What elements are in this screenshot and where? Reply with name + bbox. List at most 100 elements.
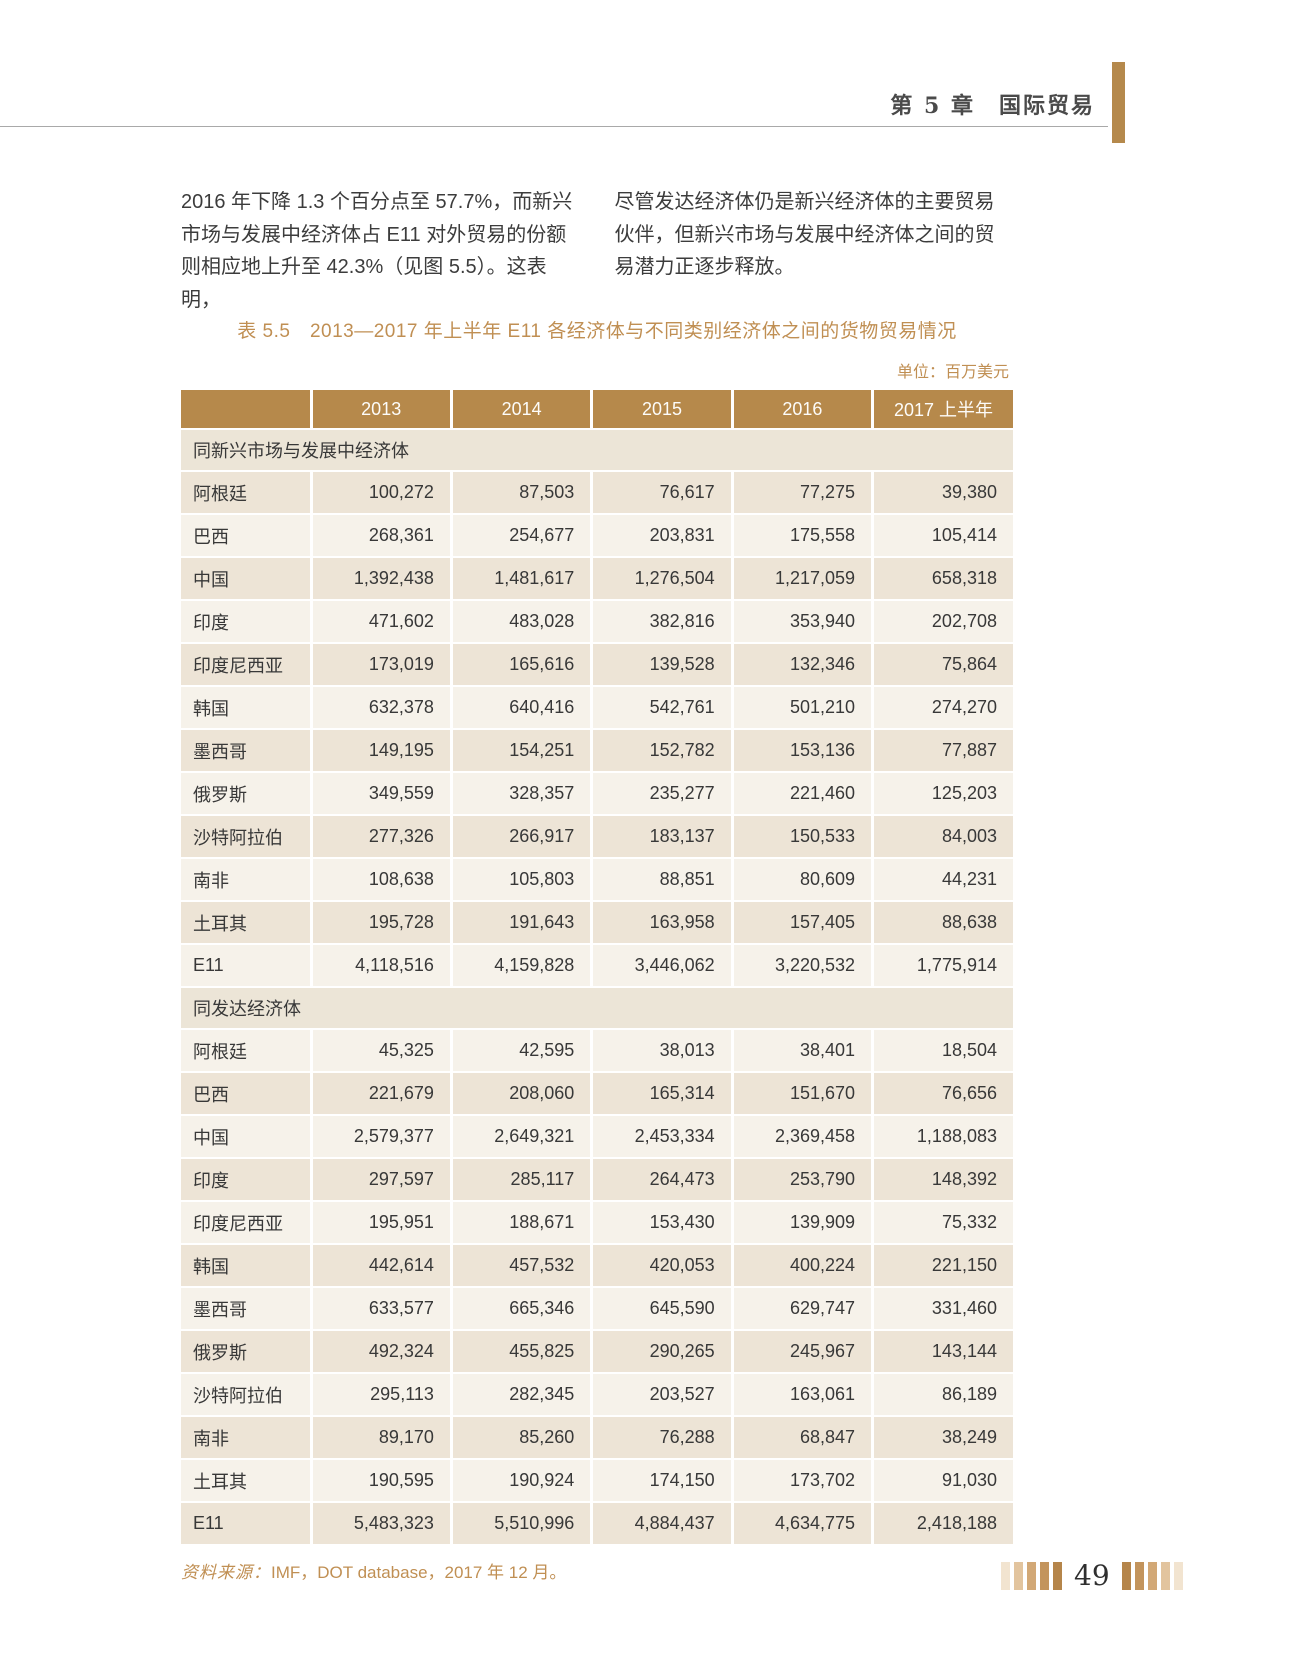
footer-bars-right (1121, 1562, 1183, 1590)
cell-value: 1,276,504 (591, 557, 734, 601)
cell-value: 295,113 (311, 1373, 453, 1417)
cell-value: 235,277 (591, 772, 734, 816)
row-label: 巴西 (181, 1072, 313, 1116)
cell-value: 245,967 (732, 1330, 875, 1374)
cell-value: 2,369,458 (732, 1115, 875, 1159)
row-label: 阿根廷 (181, 1029, 313, 1073)
cell-value: 645,590 (591, 1287, 734, 1331)
table-row: 沙特阿拉伯 277,326 266,917 183,137 150,533 84,003 (181, 815, 1013, 859)
cell-value: 39,380 (872, 471, 1013, 515)
section-header-row: 同新兴市场与发展中经济体 (181, 429, 1013, 472)
year-column-header: 2013 (311, 390, 453, 430)
cell-value: 153,430 (591, 1201, 734, 1245)
cell-value: 154,251 (451, 729, 594, 773)
cell-value: 2,649,321 (451, 1115, 594, 1159)
row-label: 墨西哥 (181, 1287, 313, 1331)
cell-value: 163,061 (732, 1373, 875, 1417)
table-row: 阿根廷 45,325 42,595 38,013 38,401 18,504 (181, 1029, 1013, 1073)
section-header-label: 同发达经济体 (181, 987, 1013, 1030)
cell-value: 457,532 (451, 1244, 594, 1288)
table-row: 土耳其 190,595 190,924 174,150 173,702 91,030 (181, 1459, 1013, 1503)
cell-value: 203,831 (591, 514, 734, 558)
row-label: 沙特阿拉伯 (181, 815, 313, 859)
cell-value: 471,602 (311, 600, 453, 644)
cell-value: 85,260 (451, 1416, 594, 1460)
footer-bar (1134, 1562, 1144, 1590)
cell-value: 91,030 (872, 1459, 1013, 1503)
cell-value: 151,670 (732, 1072, 875, 1116)
cell-value: 3,446,062 (591, 944, 734, 988)
row-label: 沙特阿拉伯 (181, 1373, 313, 1417)
footer-bar (1173, 1562, 1183, 1590)
table-row: 南非 89,170 85,260 76,288 68,847 38,249 (181, 1416, 1013, 1460)
cell-value: 77,275 (732, 471, 875, 515)
cell-value: 382,816 (591, 600, 734, 644)
year-column-header: 2014 (451, 390, 594, 430)
source-label: 资料来源： (181, 1563, 271, 1583)
row-label: 韩国 (181, 686, 313, 730)
footer-bar (1147, 1562, 1157, 1590)
cell-value: 38,401 (732, 1029, 875, 1073)
cell-value: 253,790 (732, 1158, 875, 1202)
row-label: 印度 (181, 600, 313, 644)
cell-value: 542,761 (591, 686, 734, 730)
footer-bar (1121, 1562, 1131, 1590)
table-row: 中国 2,579,377 2,649,321 2,453,334 2,369,458 1,… (181, 1115, 1013, 1159)
cell-value: 328,357 (451, 772, 594, 816)
cell-value: 632,378 (311, 686, 453, 730)
section-header-row: 同发达经济体 (181, 987, 1013, 1030)
year-column-header: 2016 (732, 390, 875, 430)
table-row: E11 4,118,516 4,159,828 3,446,062 3,220,532 1… (181, 944, 1013, 988)
cell-value: 442,614 (311, 1244, 453, 1288)
cell-value: 4,118,516 (311, 944, 453, 988)
row-label: 土耳其 (181, 901, 313, 945)
cell-value: 221,679 (311, 1072, 453, 1116)
row-label: 阿根廷 (181, 471, 313, 515)
chapter-header: 第 5 章 国际贸易 (890, 93, 1095, 119)
cell-value: 658,318 (872, 557, 1013, 601)
row-label: 印度 (181, 1158, 313, 1202)
table-header-row: 2013 2014 2015 2016 2017 上半年 (181, 390, 1013, 430)
cell-value: 331,460 (872, 1287, 1013, 1331)
row-label: 南非 (181, 1416, 313, 1460)
cell-value: 203,527 (591, 1373, 734, 1417)
table-row: 墨西哥 149,195 154,251 152,782 153,136 77,887 (181, 729, 1013, 773)
row-label: 南非 (181, 858, 313, 902)
cell-value: 349,559 (311, 772, 453, 816)
cell-value: 268,361 (311, 514, 453, 558)
cell-value: 254,677 (451, 514, 594, 558)
cell-value: 2,453,334 (591, 1115, 734, 1159)
cell-value: 76,288 (591, 1416, 734, 1460)
cell-value: 174,150 (591, 1459, 734, 1503)
cell-value: 173,019 (311, 643, 453, 687)
cell-value: 2,418,188 (872, 1502, 1013, 1546)
unit-label: 单位：百万美元 (896, 364, 1009, 381)
table-row: 巴西 221,679 208,060 165,314 151,670 76,656 (181, 1072, 1013, 1116)
table-row: 俄罗斯 349,559 328,357 235,277 221,460 125,203 (181, 772, 1013, 816)
cell-value: 149,195 (311, 729, 453, 773)
cell-value: 274,270 (872, 686, 1013, 730)
row-label: 巴西 (181, 514, 313, 558)
cell-value: 143,144 (872, 1330, 1013, 1374)
cell-value: 165,314 (591, 1072, 734, 1116)
cell-value: 277,326 (311, 815, 453, 859)
table-row: 沙特阿拉伯 295,113 282,345 203,527 163,061 86,189 (181, 1373, 1013, 1417)
cell-value: 640,416 (451, 686, 594, 730)
cell-value: 89,170 (311, 1416, 453, 1460)
accent-bar (1112, 62, 1125, 143)
cell-value: 188,671 (451, 1201, 594, 1245)
cell-value: 4,634,775 (732, 1502, 875, 1546)
cell-value: 501,210 (732, 686, 875, 730)
cell-value: 80,609 (732, 858, 875, 902)
cell-value: 125,203 (872, 772, 1013, 816)
cell-value: 44,231 (872, 858, 1013, 902)
cell-value: 108,638 (311, 858, 453, 902)
cell-value: 297,597 (311, 1158, 453, 1202)
cell-value: 492,324 (311, 1330, 453, 1374)
row-label: 中国 (181, 557, 313, 601)
table-row: 阿根廷 100,272 87,503 76,617 77,275 39,380 (181, 471, 1013, 515)
cell-value: 629,747 (732, 1287, 875, 1331)
cell-value: 190,924 (451, 1459, 594, 1503)
cell-value: 2,579,377 (311, 1115, 453, 1159)
year-column-header: 2017 上半年 (872, 390, 1013, 430)
